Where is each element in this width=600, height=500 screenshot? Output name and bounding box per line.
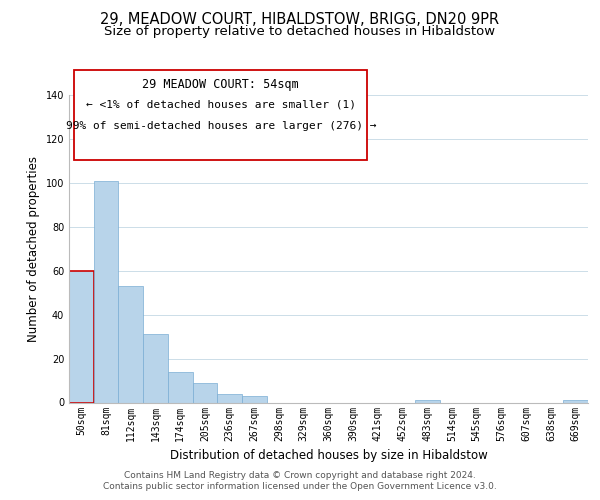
Bar [69,270,94,402]
Bar [143,334,168,402]
Text: Size of property relative to detached houses in Hibaldstow: Size of property relative to detached ho… [104,25,496,38]
Bar [563,400,588,402]
FancyBboxPatch shape [74,70,367,160]
Text: ← <1% of detached houses are smaller (1): ← <1% of detached houses are smaller (1) [86,100,356,110]
Text: 29 MEADOW COURT: 54sqm: 29 MEADOW COURT: 54sqm [142,78,299,91]
Bar [415,400,440,402]
Text: 99% of semi-detached houses are larger (276) →: 99% of semi-detached houses are larger (… [65,121,376,131]
Bar [217,394,242,402]
Text: Contains public sector information licensed under the Open Government Licence v3: Contains public sector information licen… [103,482,497,491]
X-axis label: Distribution of detached houses by size in Hibaldstow: Distribution of detached houses by size … [170,449,487,462]
Bar [94,180,118,402]
Bar [168,372,193,402]
Text: 29, MEADOW COURT, HIBALDSTOW, BRIGG, DN20 9PR: 29, MEADOW COURT, HIBALDSTOW, BRIGG, DN2… [100,12,500,28]
Bar [118,286,143,403]
Bar [242,396,267,402]
Y-axis label: Number of detached properties: Number of detached properties [27,156,40,342]
Text: Contains HM Land Registry data © Crown copyright and database right 2024.: Contains HM Land Registry data © Crown c… [124,471,476,480]
Bar [193,382,217,402]
